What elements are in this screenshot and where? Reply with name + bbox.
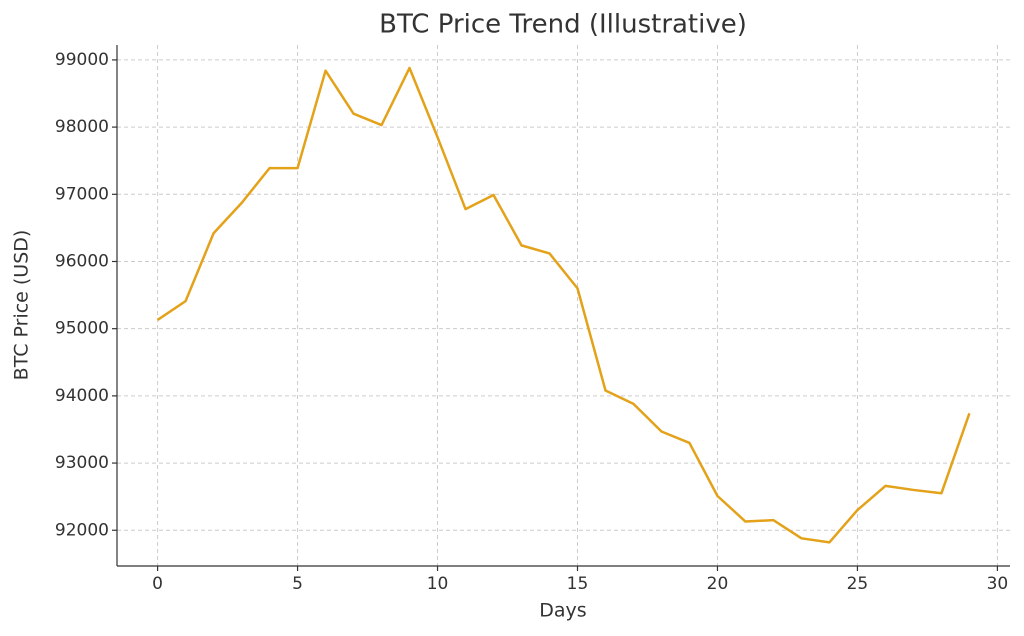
y-tick-label: 97000: [55, 184, 109, 204]
x-tick-label: 5: [292, 574, 303, 594]
x-tick-label: 30: [987, 574, 1009, 594]
x-tick-label: 0: [152, 574, 163, 594]
x-tick-label: 20: [707, 574, 729, 594]
chart-title: BTC Price Trend (Illustrative): [379, 10, 747, 40]
y-axis-label: BTC Price (USD): [11, 230, 33, 381]
x-tick-label: 25: [847, 574, 869, 594]
y-tick-label: 93000: [55, 453, 109, 473]
x-tick-label: 10: [427, 574, 449, 594]
y-tick-label: 92000: [55, 520, 109, 540]
y-tick-label: 94000: [55, 386, 109, 406]
y-tick-label: 98000: [55, 117, 109, 137]
y-tick-label: 96000: [55, 251, 109, 271]
data-line: [156, 66, 971, 544]
y-tick-label: 99000: [55, 50, 109, 70]
x-tick-label: 15: [567, 574, 589, 594]
x-axis-label: Days: [539, 600, 586, 622]
y-tick-label: 95000: [55, 319, 109, 339]
